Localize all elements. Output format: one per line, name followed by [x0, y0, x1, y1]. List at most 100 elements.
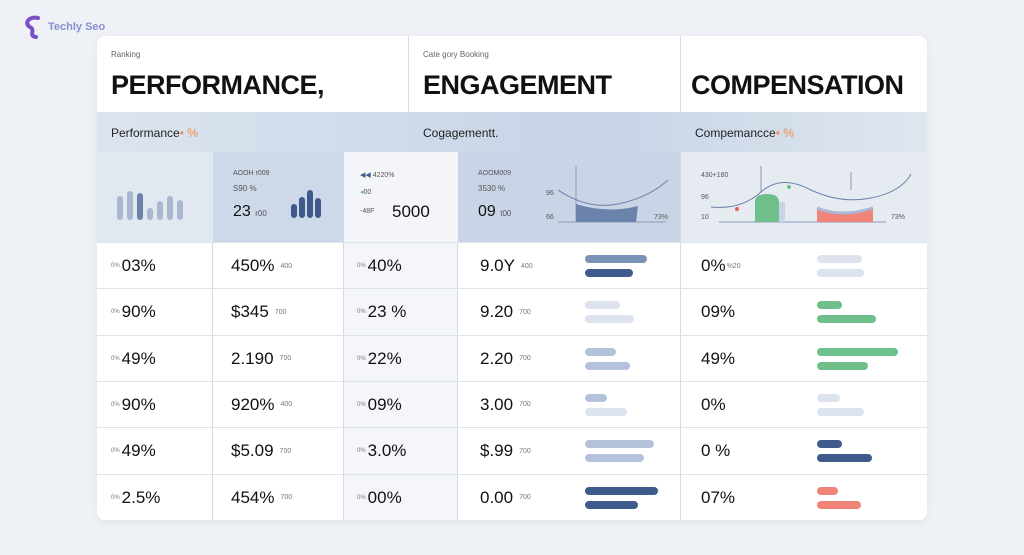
comp-value: 09%	[701, 302, 736, 322]
mid-cell-bg	[343, 289, 458, 336]
row-prefix: 0%	[357, 448, 366, 455]
eng-line1: AOOM009	[478, 170, 512, 177]
mid-value: 40%	[367, 256, 402, 275]
subheader-band: Performance• % Cogagementt. Compemancce•…	[97, 112, 927, 152]
row-prefix: 0%	[111, 355, 120, 362]
comp-cell: 0 %	[701, 428, 731, 474]
eng-unit: t00	[500, 209, 512, 218]
comp-value: 49%	[701, 348, 736, 368]
divider	[408, 36, 409, 112]
divider	[212, 243, 213, 289]
eng-cell: $.99 700	[480, 428, 531, 474]
level-bar	[585, 301, 620, 310]
divider	[408, 112, 409, 152]
chart-point	[735, 207, 739, 211]
divider	[212, 428, 213, 475]
level-bar	[585, 454, 644, 463]
perf-cell: 0% 90%	[111, 382, 156, 428]
eng-cell: 9.20 700	[480, 289, 531, 335]
mid-summary: ◀◀ 4220% ◂00 -48F 5000	[344, 152, 458, 242]
row-prefix: 0%	[357, 355, 366, 362]
metric-suffix: 400	[280, 262, 293, 270]
metric-value: $5.09	[231, 441, 274, 461]
level-bar	[817, 500, 861, 509]
divider	[680, 381, 681, 428]
mini-bar	[147, 208, 153, 220]
perf-value: 49%	[121, 348, 156, 368]
mini-bar	[137, 192, 143, 220]
comp-subheader: Compemancce• %	[695, 126, 794, 140]
mid-value: 23 %	[367, 302, 407, 322]
row-prefix: 0%	[111, 401, 120, 408]
mid-line2: ◂00	[360, 188, 371, 196]
perf-cell: 0% 90%	[111, 289, 156, 335]
level-bar	[585, 486, 658, 495]
metric-suffix: 400	[280, 401, 293, 409]
eng-value: 0.00	[480, 487, 514, 507]
eng-suffix: 700	[519, 355, 531, 363]
mid-cell-bg	[343, 243, 458, 289]
eng-value: 9.0Y	[480, 256, 515, 275]
level-bar	[817, 347, 898, 356]
table-row[interactable]: 0% 90% $345 700 0% 23 % 9.20 700 09%	[97, 288, 927, 336]
divider	[343, 112, 344, 152]
level-bar	[585, 255, 647, 263]
perf-cell: 0% 49%	[111, 428, 156, 474]
table-row[interactable]: 0% 90% 920% 400 0% 09% 3.00 700 0%	[97, 380, 927, 428]
eng-axis-right: 73%	[654, 214, 669, 221]
eng-line2: 3530 %	[478, 184, 506, 193]
level-bar	[585, 407, 627, 416]
metric-cell: $345 700	[231, 289, 287, 335]
level-bar	[585, 361, 630, 370]
comp-cell: 0% %20	[701, 243, 741, 289]
row-prefix: 0%	[357, 401, 366, 408]
perf-caption: Ranking	[111, 50, 141, 59]
comp-subheader-label: Compemancce	[695, 126, 776, 140]
level-bar	[817, 301, 842, 310]
logo-icon	[25, 15, 40, 39]
divider	[680, 335, 681, 382]
level-bar	[585, 500, 638, 509]
mid-cell: 0% 40%	[357, 243, 402, 289]
perf-summary: AOOH r009 S90 % 23 r00	[213, 152, 344, 242]
table-row[interactable]: 0% 49% 2.190 700 0% 22% 2.20 700 49%	[97, 334, 927, 382]
mini-bar	[157, 201, 163, 220]
divider	[212, 289, 213, 336]
eng-value: $.99	[480, 441, 514, 461]
chart-line	[558, 179, 669, 206]
divider	[212, 474, 213, 520]
perf-summary-line1: AOOH r009	[233, 170, 270, 177]
mini-bar	[315, 198, 321, 218]
row-prefix: 0%	[111, 494, 120, 501]
perf-value: 2.5%	[121, 487, 161, 507]
level-bar	[817, 486, 838, 495]
metric-cell: $5.09 700	[231, 428, 291, 474]
divider	[212, 381, 213, 428]
perf-cell: 0% 03%	[111, 243, 156, 289]
comp-area-chart	[711, 166, 912, 223]
perf-subheader-mark: • %	[179, 126, 198, 140]
table-row[interactable]: 0% 49% $5.09 700 0% 3.0% $.99 700 0 %	[97, 427, 927, 475]
mid-cell-bg	[343, 335, 458, 382]
comp-line3: 10	[701, 214, 709, 221]
mid-line1-text: 4220%	[372, 172, 395, 179]
table-row[interactable]: 0% 03% 450% 400 0% 40% 9.0Y 400 0% %20	[97, 242, 927, 289]
perf-value: 49%	[121, 441, 156, 461]
level-bar	[817, 454, 872, 463]
metric-value: 454%	[231, 487, 275, 507]
perf-subheader-label: Performance	[111, 126, 180, 140]
comp-cell: 07%	[701, 475, 736, 521]
metric-suffix: 700	[279, 447, 292, 455]
perf-subheader: Performance• %	[111, 126, 198, 140]
comp-value: 0 %	[701, 441, 731, 461]
divider	[680, 289, 681, 336]
level-bar	[817, 440, 842, 449]
chart-green-area	[755, 194, 779, 222]
brand-logo: Techly Seo	[22, 14, 105, 40]
perf-value: 23	[233, 203, 251, 220]
mid-cell: 0% 00%	[357, 475, 402, 521]
table-row[interactable]: 0% 2.5% 454% 700 0% 00% 0.00 700 07%	[97, 473, 927, 521]
chart-shadow	[779, 202, 785, 222]
mini-bar	[177, 199, 183, 220]
mid-value: 3.0%	[367, 441, 407, 461]
